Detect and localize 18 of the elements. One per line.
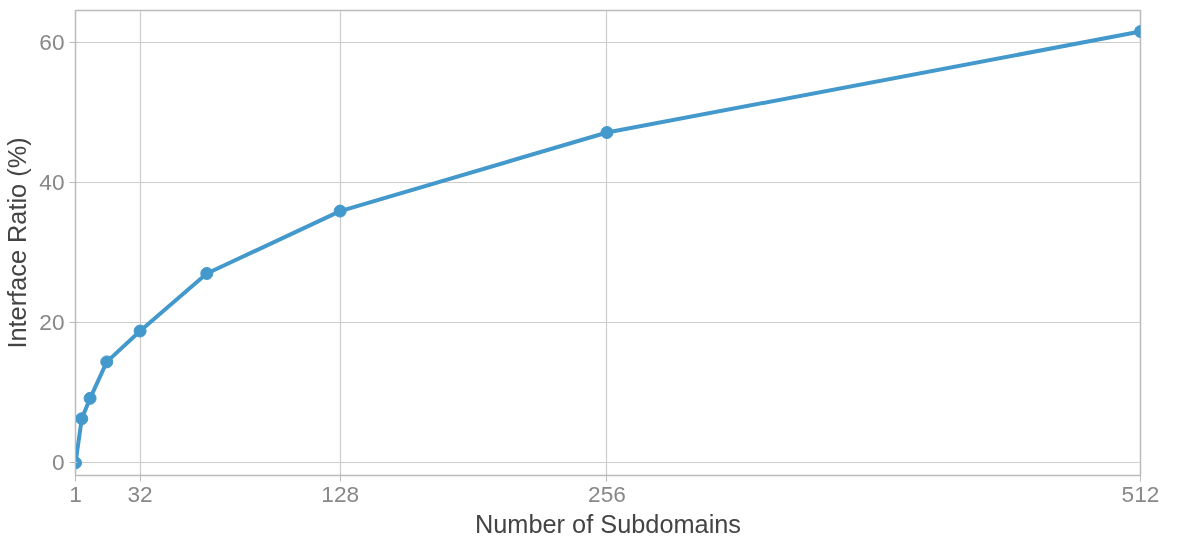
point <box>200 267 214 280</box>
point <box>600 126 614 140</box>
x-tick-label: 512 <box>1121 480 1160 507</box>
x-axis-title: Number of Subdomains <box>474 509 742 538</box>
y-tick-label: 60 <box>39 28 65 55</box>
x-tick-label: 256 <box>588 480 626 507</box>
y-tick-label: 0 <box>51 449 65 476</box>
point <box>133 324 147 338</box>
y-tick-label: 40 <box>39 168 65 195</box>
y-axis-title: Interface Ratio (%) <box>3 137 32 349</box>
x-tick-label: 32 <box>127 480 153 507</box>
x-tick-label: 128 <box>321 480 360 507</box>
point <box>75 412 89 426</box>
point <box>83 391 97 405</box>
x-tick-label: 1 <box>69 480 82 507</box>
y-tick-label: 20 <box>39 309 65 336</box>
point <box>333 204 347 218</box>
point <box>100 355 114 369</box>
